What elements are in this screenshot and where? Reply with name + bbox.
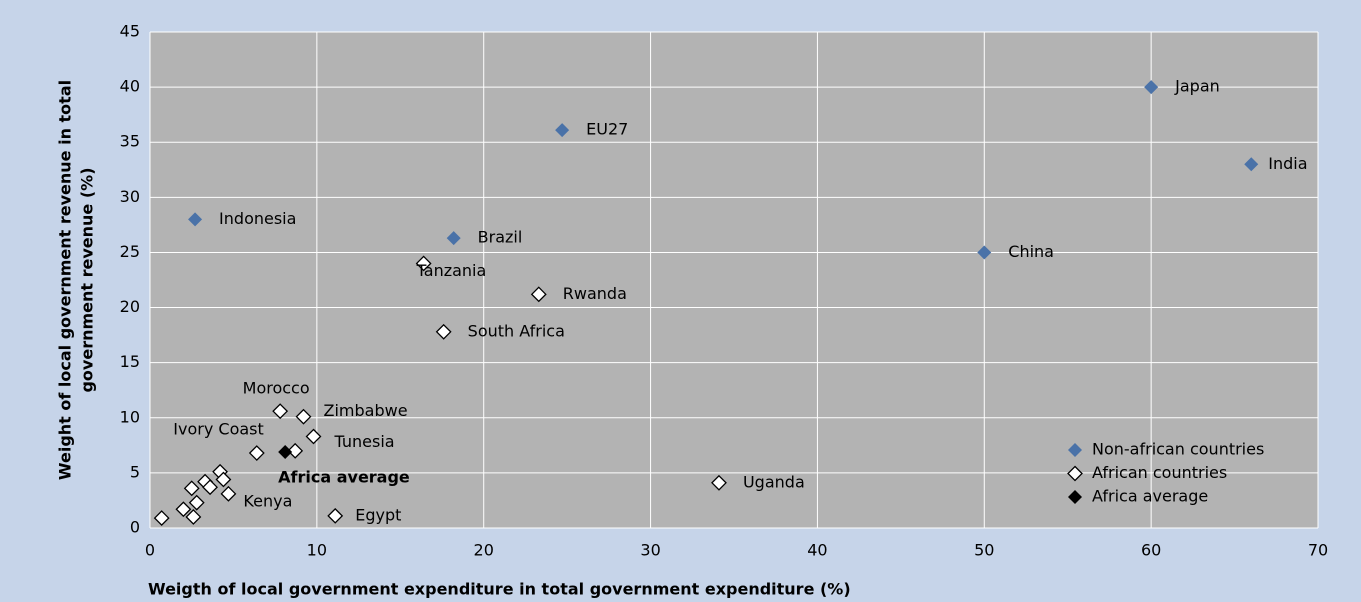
- y-tick-label: 40: [120, 77, 140, 96]
- x-tick-label: 20: [474, 541, 494, 560]
- point: [183, 480, 200, 497]
- point: [711, 474, 727, 491]
- point: [530, 286, 547, 303]
- point-label: Tanzania: [416, 261, 487, 280]
- y-tick-label: 20: [120, 297, 140, 316]
- point: [327, 507, 344, 524]
- point: [248, 445, 265, 461]
- legend-marker: [1068, 490, 1082, 504]
- y-tick-label: 10: [120, 407, 140, 426]
- point-label: India: [1268, 154, 1307, 173]
- x-tick-label: 0: [145, 541, 155, 560]
- point-label: Ivory Coast: [173, 420, 263, 439]
- point-label: Africa average: [278, 467, 410, 486]
- x-tick-label: 10: [307, 541, 327, 560]
- x-tick-label: 60: [1141, 541, 1161, 560]
- point-label: Egypt: [355, 505, 401, 524]
- point: [185, 509, 202, 525]
- legend-marker: [1068, 443, 1082, 457]
- point: [153, 510, 170, 526]
- point-label: Zimbabwe: [324, 401, 408, 420]
- y-tick-label: 35: [120, 132, 140, 151]
- point-label: China: [1008, 242, 1054, 261]
- y-tick-label: 15: [120, 352, 140, 371]
- point: [188, 494, 205, 511]
- point: [435, 323, 452, 340]
- point-label: Kenya: [243, 491, 292, 510]
- x-tick-label: 70: [1308, 541, 1328, 560]
- y-tick-label: 30: [120, 187, 140, 206]
- point: [202, 479, 218, 496]
- point: [175, 501, 192, 518]
- point: [977, 245, 992, 260]
- point: [305, 428, 322, 445]
- point: [272, 403, 289, 420]
- x-axis-title: Weigth of local government expenditure i…: [148, 580, 851, 599]
- point-label: Japan: [1174, 77, 1220, 96]
- point: [1144, 80, 1159, 95]
- y-tick-label: 25: [120, 242, 140, 261]
- y-axis-title: government revenue (%): [78, 167, 97, 392]
- point-label: EU27: [586, 120, 628, 139]
- point-label: Brazil: [478, 228, 523, 247]
- point-label: Tunesia: [334, 432, 395, 451]
- legend-label: Africa average: [1092, 487, 1208, 506]
- point: [215, 471, 232, 488]
- point: [446, 231, 461, 246]
- point: [278, 444, 293, 459]
- point: [188, 212, 203, 227]
- point-label: Uganda: [743, 472, 805, 491]
- y-tick-label: 0: [130, 518, 140, 537]
- point-label: Indonesia: [219, 209, 296, 228]
- legend-label: African countries: [1092, 463, 1227, 482]
- legend-label: Non-african countries: [1092, 440, 1264, 459]
- y-axis-title: Weight of local government revenue in to…: [56, 80, 75, 480]
- point: [287, 442, 304, 459]
- point-label: Rwanda: [563, 284, 627, 303]
- x-tick-label: 50: [974, 541, 994, 560]
- point: [415, 255, 432, 272]
- point-label: South Africa: [468, 321, 565, 340]
- plot-area: [150, 32, 1318, 528]
- point: [220, 485, 237, 502]
- x-tick-label: 30: [640, 541, 660, 560]
- point: [555, 123, 570, 138]
- point-label: Morocco: [243, 379, 310, 398]
- y-tick-label: 45: [120, 22, 140, 41]
- legend-marker: [1067, 465, 1083, 482]
- y-tick-label: 5: [130, 462, 140, 481]
- point: [1244, 157, 1259, 172]
- point: [295, 408, 312, 425]
- x-tick-label: 40: [807, 541, 827, 560]
